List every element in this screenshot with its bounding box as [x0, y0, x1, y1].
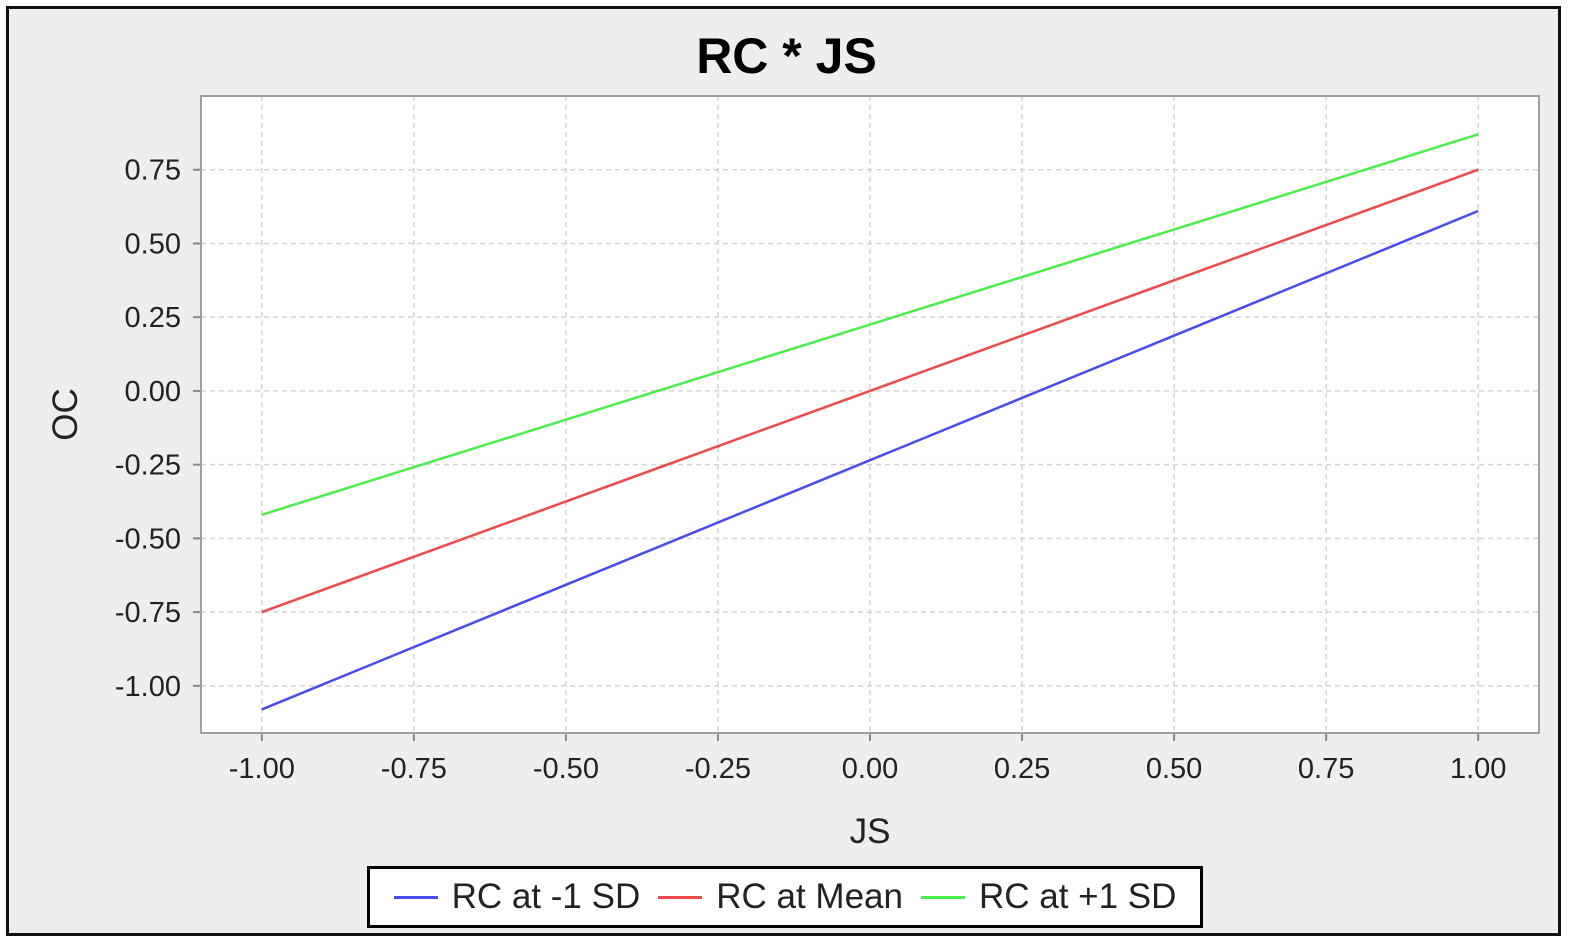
legend-label: RC at +1 SD [978, 877, 1177, 916]
x-tick-label: -0.50 [533, 753, 599, 785]
y-tick-label: -0.50 [115, 523, 181, 555]
y-tick-label: 0.75 [125, 155, 181, 187]
x-tick-label: 0.25 [994, 753, 1050, 785]
legend-swatch-rc-minus-1-sd [393, 895, 438, 899]
x-tick-label: -0.75 [381, 753, 447, 785]
y-tick-label: -0.25 [115, 450, 181, 482]
chart-plot: -1.00 -0.75 -0.50 -0.25 0.00 0.25 0.50 0.75 1.00… [46, 95, 1540, 851]
chart-frame: RC * JS -1.00 -0.75 -0.50 -0.25 0.00 0.25 0.50… [6, 6, 1561, 936]
x-tick-label: 0.50 [1146, 753, 1202, 785]
plot-border [200, 95, 1540, 734]
legend-item-rc-minus-1-sd: RC at -1 SD [393, 877, 641, 917]
series-line [261, 209, 1479, 711]
y-tick-label: 0.50 [125, 228, 181, 260]
legend-label: RC at Mean [716, 877, 903, 916]
series-line [261, 133, 1479, 516]
legend-label: RC at -1 SD [451, 877, 641, 916]
y-tick-label: 0.00 [125, 376, 181, 408]
chart-title: RC * JS [696, 28, 877, 84]
legend-item-rc-mean: RC at Mean [658, 877, 903, 917]
legend-swatch-rc-mean [658, 895, 703, 899]
x-tick-label: 0.00 [842, 753, 898, 785]
y-tick-label: -0.75 [115, 597, 181, 629]
legend-item-rc-plus-1-sd: RC at +1 SD [920, 877, 1177, 917]
x-tick-label: 1.00 [1450, 753, 1506, 785]
y-axis-label: OC [46, 388, 85, 441]
y-tick-label: -1.00 [115, 671, 181, 703]
x-axis-label: JS [850, 812, 891, 851]
series-line [261, 168, 1479, 614]
x-tick-label: 0.75 [1298, 753, 1354, 785]
x-tick-label: -0.25 [685, 753, 751, 785]
legend-swatch-rc-plus-1-sd [920, 895, 965, 899]
y-tick-label: 0.25 [125, 302, 181, 334]
legend: RC at -1 SD RC at Mean RC at +1 SD [367, 866, 1203, 928]
x-tick-label: -1.00 [229, 753, 295, 785]
